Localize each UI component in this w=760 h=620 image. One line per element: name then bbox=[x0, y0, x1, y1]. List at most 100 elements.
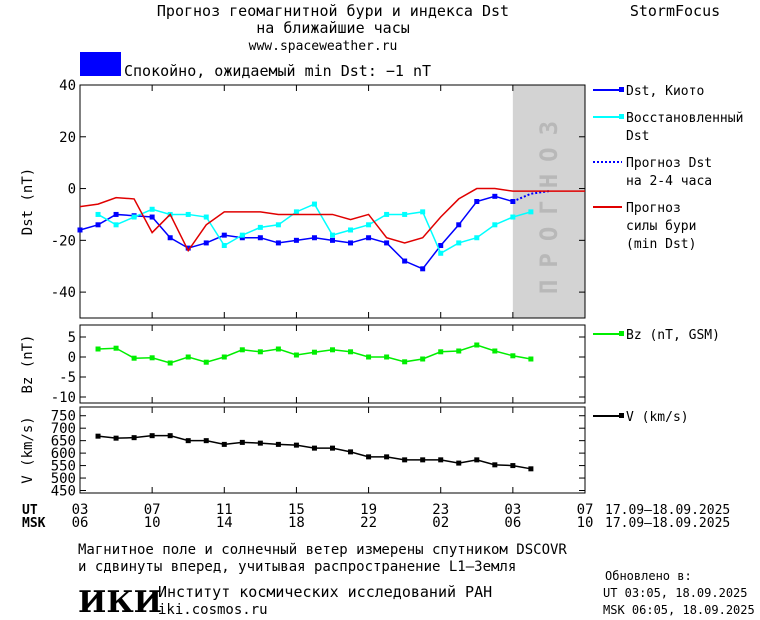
data-point bbox=[149, 206, 155, 212]
data-point bbox=[384, 354, 390, 360]
data-point bbox=[275, 441, 281, 447]
x-tick-label-msk: 18 bbox=[288, 515, 305, 531]
series-line bbox=[79, 187, 585, 253]
status-text: Спокойно, ожидаемый min Dst: −1 nT bbox=[124, 62, 431, 80]
data-point bbox=[221, 232, 227, 238]
legend-marker bbox=[619, 114, 624, 119]
y-tick-label: 20 bbox=[59, 130, 76, 146]
data-point bbox=[149, 214, 155, 220]
x-tick-label: 03 bbox=[72, 502, 89, 518]
url[interactable]: iki.cosmos.ru bbox=[158, 602, 268, 618]
data-point bbox=[95, 346, 101, 352]
y-axis-label: V (km/s) bbox=[20, 416, 36, 483]
data-point bbox=[492, 462, 498, 468]
data-point bbox=[510, 214, 516, 220]
x-tick-label: 07 bbox=[144, 502, 161, 518]
data-point bbox=[293, 237, 299, 243]
x-tick-label-msk: 10 bbox=[144, 515, 161, 531]
data-point bbox=[492, 348, 498, 354]
x-tick-label: 19 bbox=[360, 502, 377, 518]
data-point bbox=[113, 211, 119, 217]
data-point bbox=[384, 240, 390, 246]
x-tick-label-msk: 10 bbox=[577, 515, 594, 531]
forecast-label: ПРОГНОЗ bbox=[535, 109, 563, 294]
data-point bbox=[348, 227, 354, 233]
data-point bbox=[203, 214, 209, 220]
x-tick-label: 11 bbox=[216, 502, 233, 518]
data-point bbox=[510, 463, 516, 469]
updated-msk: MSK 06:05, 18.09.2025 bbox=[603, 603, 755, 617]
data-point bbox=[203, 438, 209, 444]
data-point bbox=[528, 466, 534, 472]
data-point bbox=[420, 266, 426, 272]
data-point bbox=[402, 258, 408, 264]
y-tick-label: 550 bbox=[51, 459, 76, 475]
legend-label: V (km/s) bbox=[626, 410, 689, 425]
data-point bbox=[167, 433, 173, 439]
legend-marker bbox=[619, 413, 624, 418]
data-point bbox=[131, 355, 137, 361]
data-point bbox=[275, 240, 281, 246]
data-point bbox=[438, 349, 444, 355]
data-point bbox=[438, 457, 444, 463]
legend-label: Прогноз Dst на 2-4 часа bbox=[626, 156, 712, 189]
note: и сдвинуты вперед, учитывая распростране… bbox=[78, 559, 516, 575]
y-tick-label: 40 bbox=[59, 78, 76, 94]
data-point bbox=[203, 359, 209, 365]
x-tick-label-msk: 22 bbox=[360, 515, 377, 531]
data-point bbox=[221, 441, 227, 447]
data-point bbox=[474, 457, 480, 463]
data-point bbox=[113, 222, 119, 228]
x-tick-label-msk: 14 bbox=[216, 515, 233, 531]
data-point bbox=[167, 360, 173, 366]
x-tick-label: 23 bbox=[432, 502, 449, 518]
y-tick-label: 750 bbox=[51, 409, 76, 425]
data-point bbox=[257, 349, 263, 355]
data-point bbox=[366, 454, 372, 460]
data-point bbox=[330, 445, 335, 451]
x-tick-label: 03 bbox=[504, 502, 521, 518]
data-point bbox=[366, 222, 372, 228]
y-axis-label: Dst (nT) bbox=[20, 168, 36, 235]
y-tick-label: 500 bbox=[51, 471, 76, 487]
data-point bbox=[293, 442, 299, 448]
data-point bbox=[420, 457, 426, 463]
msk-label: MSK bbox=[22, 516, 46, 531]
x-tick-label-msk: 06 bbox=[504, 515, 521, 531]
institute: Институт космических исследований РАН bbox=[158, 583, 492, 601]
y-tick-label: -10 bbox=[51, 390, 76, 406]
y-tick-label: 600 bbox=[51, 446, 76, 462]
logo: ИКИ bbox=[78, 585, 162, 620]
data-point bbox=[131, 214, 137, 220]
updated-ut: UT 03:05, 18.09.2025 bbox=[603, 586, 748, 600]
data-point bbox=[239, 347, 245, 353]
data-point bbox=[510, 353, 516, 359]
data-point bbox=[492, 222, 498, 228]
data-point bbox=[348, 449, 354, 455]
data-point bbox=[348, 349, 354, 355]
y-tick-label: 0 bbox=[68, 350, 76, 366]
series-line bbox=[97, 434, 532, 470]
legend-marker bbox=[619, 87, 624, 92]
plot-frame bbox=[79, 84, 586, 319]
x-tick-label: 07 bbox=[577, 502, 594, 518]
data-point bbox=[474, 199, 480, 204]
data-point bbox=[257, 440, 263, 446]
data-point bbox=[420, 356, 426, 362]
data-point bbox=[474, 235, 480, 241]
data-point bbox=[402, 457, 408, 463]
data-point bbox=[384, 454, 390, 460]
plot-frame bbox=[79, 406, 586, 494]
y-axis-label: Bz (nT) bbox=[20, 334, 36, 393]
legend-label: Восстановленный Dst bbox=[626, 111, 743, 144]
legend-label: Dst, Киото bbox=[626, 84, 704, 99]
data-point bbox=[456, 222, 462, 228]
data-point bbox=[221, 243, 227, 249]
x-tick-label-msk: 02 bbox=[432, 515, 449, 531]
y-tick-label: -20 bbox=[51, 233, 76, 249]
data-point bbox=[330, 347, 335, 353]
data-point bbox=[528, 356, 534, 362]
status-box bbox=[80, 52, 121, 76]
data-point bbox=[474, 342, 480, 348]
